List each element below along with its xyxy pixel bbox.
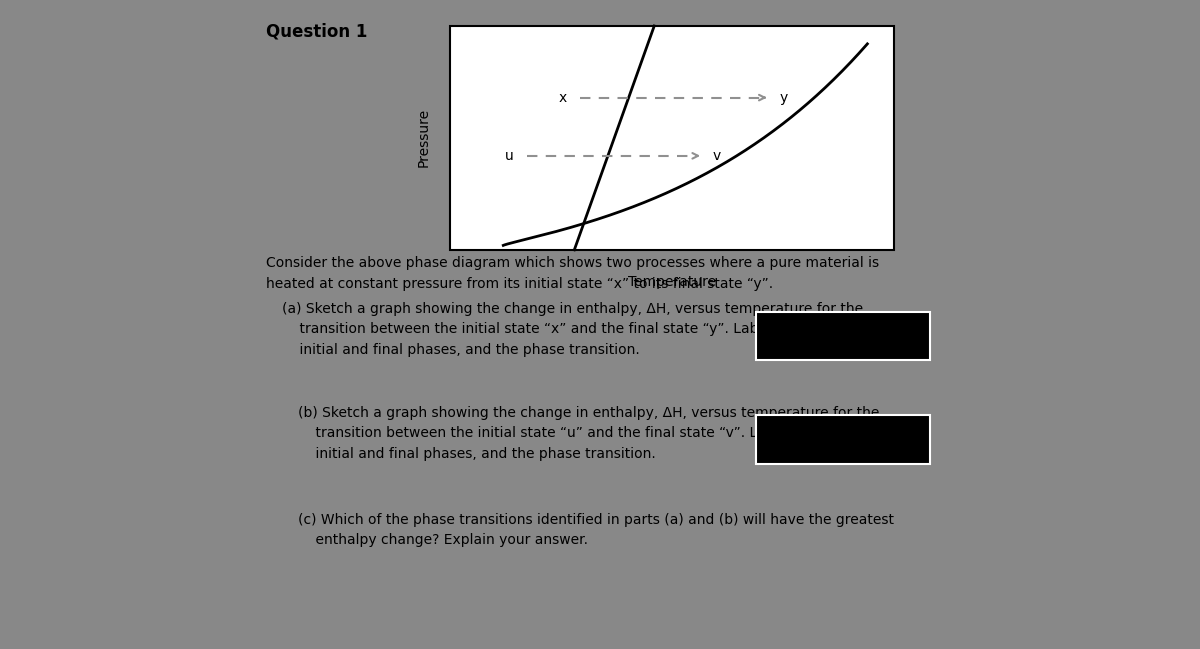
Text: x: x	[559, 91, 568, 104]
Bar	[1050, 0, 1200, 649]
Bar	[450, 26, 894, 250]
Bar	[756, 312, 930, 360]
Text: (a) Sketch a graph showing the change in enthalpy, ΔH, versus temperature for th: (a) Sketch a graph showing the change in…	[282, 302, 866, 357]
Text: Question 1: Question 1	[266, 23, 367, 41]
Text: u: u	[505, 149, 514, 163]
Text: (b) Sketch a graph showing the change in enthalpy, ΔH, versus temperature for th: (b) Sketch a graph showing the change in…	[298, 406, 882, 461]
Text: (c) Which of the phase transitions identified in parts (a) and (b) will have the: (c) Which of the phase transitions ident…	[298, 513, 894, 547]
Bar	[756, 415, 930, 464]
Text: y: y	[779, 91, 787, 104]
Text: Pressure: Pressure	[416, 108, 431, 167]
Text: Consider the above phase diagram which shows two processes where a pure material: Consider the above phase diagram which s…	[266, 256, 880, 291]
Bar	[0, 0, 250, 649]
Text: Temperature: Temperature	[628, 275, 716, 289]
Text: v: v	[713, 149, 721, 163]
